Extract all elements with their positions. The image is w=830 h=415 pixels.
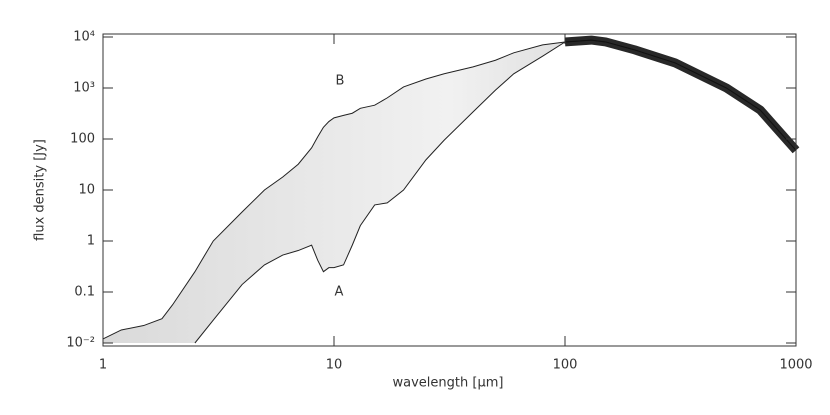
y-axis-label: flux density [Jy] [33,139,48,241]
y-tick-label: 10⁻² [66,336,95,351]
sed-tail [564,35,800,154]
x-axis-label: wavelength [μm] [393,376,504,391]
x-tick-label: 10 [326,358,343,373]
y-tick-label: 100 [70,132,95,147]
y-tick-label: 1 [87,234,95,249]
x-tick-label: 100 [553,358,578,373]
y-tick-label: 10⁴ [73,30,95,45]
annotation: B [336,74,345,89]
x-tick-label: 1000 [779,358,812,373]
envelope-fill [103,40,796,343]
y-tick-label: 10 [78,183,95,198]
y-tick-label: 0.1 [74,285,95,300]
annotation: A [335,285,344,300]
y-tick-label: 10³ [73,81,95,96]
x-tick-label: 1 [99,358,107,373]
